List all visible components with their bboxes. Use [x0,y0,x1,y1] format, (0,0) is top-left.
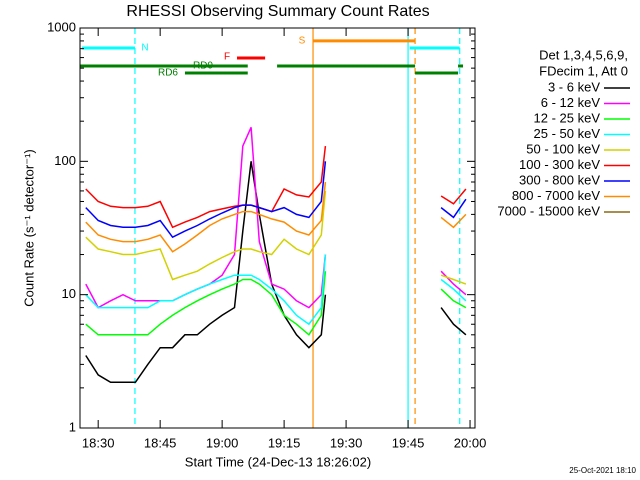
legend-label: 3 - 6 keV [548,79,600,94]
chart-title: RHESSI Observing Summary Count Rates [126,3,429,20]
x-tick-label: 19:30 [330,435,363,450]
legend-label: 50 - 100 keV [526,141,600,156]
series-line [85,271,467,336]
series-line [85,161,467,384]
series-line [85,181,467,253]
y-tick-label: 1 [69,419,76,434]
legend-label: 300 - 800 keV [519,172,600,187]
series-line [85,126,467,309]
footer: 25-Oct-2021 18:10 [569,466,636,475]
legend-header: Det 1,3,4,5,6,9, [539,47,628,62]
flag-label: S [299,36,306,47]
series-line [85,254,467,326]
flag-label: N [141,43,148,54]
legend-label: 6 - 12 keV [541,95,601,110]
x-tick-label: 18:30 [82,435,115,450]
flag-label: RD6 [158,68,178,79]
legend-label: 100 - 300 keV [519,157,600,172]
legend-label: 7000 - 15000 keV [497,203,600,218]
y-tick-label: 100 [54,153,76,168]
y-axis-label: Count Rate (s⁻¹ detector⁻¹) [21,149,36,307]
flag-label: F [224,52,230,63]
x-tick-label: 18:45 [144,435,177,450]
legend-header: FDecim 1, Att 0 [539,63,628,78]
legend-label: 12 - 25 keV [534,110,601,125]
series-line [85,161,467,239]
series-line [85,146,467,229]
y-tick-label: 1000 [47,19,76,34]
x-tick-label: 19:00 [206,435,239,450]
x-tick-label: 20:00 [454,435,487,450]
x-axis-label: Start Time (24-Dec-13 18:26:02) [185,454,371,469]
legend-label: 25 - 50 keV [534,126,601,141]
x-tick-label: 19:45 [392,435,425,450]
legend-label: 800 - 7000 keV [512,188,601,203]
flag-label: RD0 [193,61,213,72]
plot-frame [79,27,476,429]
y-tick-label: 10 [62,286,76,301]
x-tick-label: 19:15 [268,435,301,450]
series-line [85,190,467,285]
